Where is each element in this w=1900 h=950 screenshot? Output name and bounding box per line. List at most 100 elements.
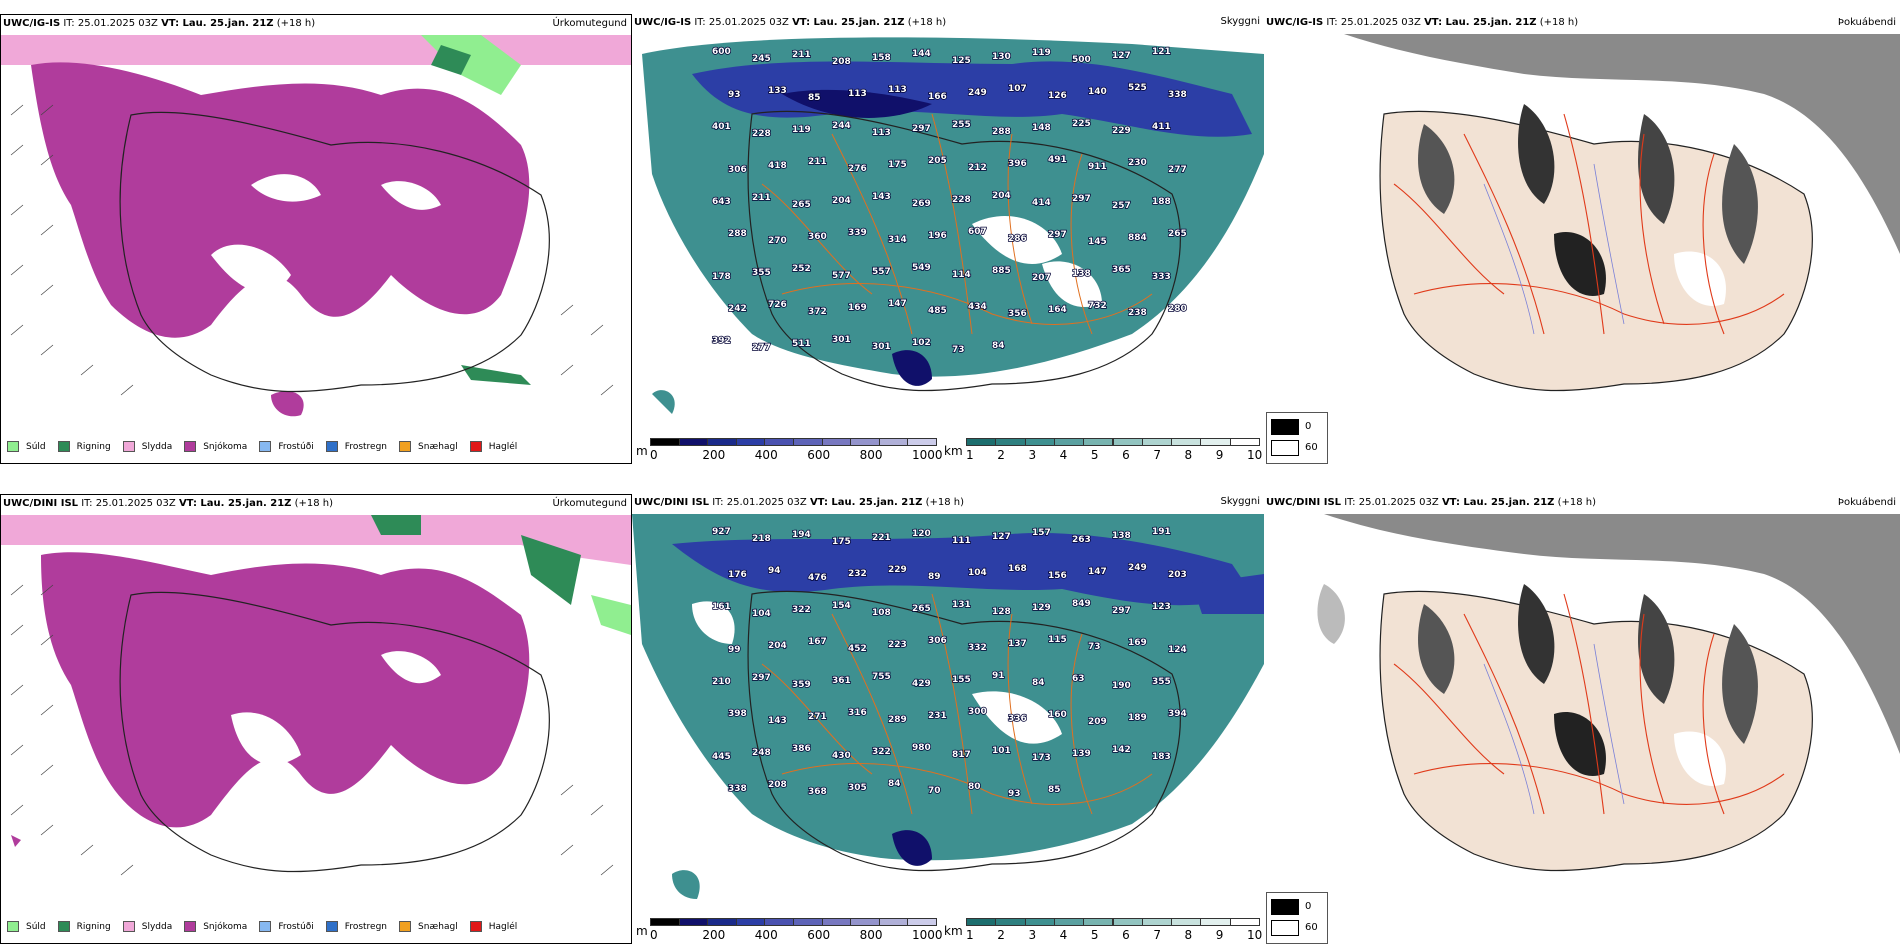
fog-label-60: 60 — [1305, 442, 1318, 453]
cloud-base-value: 113 — [872, 128, 891, 138]
cloud-base-value: 401 — [712, 122, 731, 132]
cloud-base-value: 85 — [1048, 785, 1061, 795]
colorbar-unit: m — [636, 444, 648, 458]
cloud-base-value: 244 — [832, 121, 851, 131]
cloud-base-value: 173 — [1032, 753, 1051, 763]
cloud-base-value: 434 — [968, 302, 987, 312]
colorbar-tick: 4 — [1059, 448, 1068, 462]
panel-title: UWC/IG-IS IT: 25.01.2025 03Z VT: Lau. 25… — [3, 18, 316, 29]
cloud-base-value: 148 — [1032, 123, 1051, 133]
cloud-base-value: 145 — [1088, 237, 1107, 247]
cloud-base-value: 85 — [808, 93, 821, 103]
cloud-base-value: 119 — [1032, 48, 1051, 58]
legend-swatch — [399, 441, 412, 452]
fog-swatch-0 — [1271, 419, 1299, 435]
cloud-base-value: 168 — [1008, 564, 1027, 574]
colorbar-segment — [966, 438, 997, 446]
cloud-base-value: 121 — [1152, 47, 1171, 57]
colorbar-tick: 9 — [1215, 448, 1224, 462]
cloud-base-value: 111 — [952, 536, 971, 546]
cloud-base-value: 280 — [1168, 304, 1187, 314]
cloud-base-value: 396 — [1008, 159, 1027, 169]
colorbar-segment — [793, 918, 823, 926]
cloud-base-value: 139 — [1072, 749, 1091, 759]
legend-item: Haglél — [469, 441, 517, 452]
cloud-base-value: 140 — [1088, 87, 1107, 97]
cloud-base-value: 84 — [992, 341, 1005, 351]
colorbar-segment — [1200, 438, 1231, 446]
cloud-base-value: 980 — [912, 743, 931, 753]
legend-item: Súld — [7, 441, 46, 452]
cloud-base-value: 277 — [1168, 165, 1187, 175]
colorbar-segment — [1112, 438, 1143, 446]
colorbar-segment — [1229, 918, 1260, 926]
cloud-base-value: 143 — [872, 192, 891, 202]
cloud-base-value: 361 — [832, 676, 851, 686]
legend-swatch — [259, 921, 272, 932]
cloud-base-value: 360 — [808, 232, 827, 242]
cloud-base-value: 114 — [952, 270, 971, 280]
cloud-base-value: 884 — [1128, 233, 1147, 243]
cloud-panel-row1: UWC/IG-IS IT: 25.01.2025 03Z VT: Lau. 25… — [632, 14, 1264, 464]
cloud-base-value: 115 — [1048, 635, 1067, 645]
panel-type-label: Þokuábendi — [1837, 17, 1896, 28]
panel-title: UWC/IG-IS IT: 25.01.2025 03Z VT: Lau. 25… — [1266, 17, 1579, 28]
fog-label-60: 60 — [1305, 922, 1318, 933]
colorbar-tick: 7 — [1153, 448, 1161, 462]
cloud-base-value: 147 — [888, 299, 907, 309]
precip-map — [1, 515, 631, 876]
panel-type-label: Skyggni — [1220, 16, 1260, 27]
cloud-base-value: 113 — [848, 89, 867, 99]
cloud-base-value: 549 — [912, 263, 931, 273]
cloud-base-value: 732 — [1088, 301, 1107, 311]
fog-label-0: 0 — [1305, 901, 1312, 912]
cloud-base-value: 169 — [1128, 638, 1147, 648]
colorbar-tick: 800 — [859, 448, 883, 462]
colorbar-segment — [1083, 438, 1114, 446]
cloud-base-value: 169 — [848, 303, 867, 313]
cloud-base-value: 191 — [1152, 527, 1171, 537]
cloud-base-value: 160 — [1048, 710, 1067, 720]
cloud-base-value: 124 — [1168, 645, 1187, 655]
colorbar-unit: km — [944, 444, 963, 458]
cloud-base-value: 164 — [1048, 305, 1067, 315]
legend-item: Snæhagl — [399, 441, 458, 452]
colorbar-segment — [764, 438, 794, 446]
colorbar-segment — [1141, 438, 1173, 446]
cloud-base-value: 525 — [1128, 83, 1147, 93]
cloud-base-value: 289 — [888, 715, 907, 725]
cloud-base-value: 297 — [912, 124, 931, 134]
cloud-base-value: 211 — [808, 157, 827, 167]
cloud-base-value: 398 — [728, 709, 747, 719]
colorbar-segment — [735, 438, 766, 446]
cloud-base-value: 178 — [712, 272, 731, 282]
cloud-base-value: 188 — [1152, 197, 1171, 207]
precip-type-legend: Súld Rigning Slydda Snjókoma Frostúði Fr… — [7, 921, 529, 932]
cloud-base-value: 205 — [928, 156, 947, 166]
cloud-base-value: 231 — [928, 711, 947, 721]
cloud-base-value: 277 — [752, 343, 771, 353]
colorbar-segment — [850, 438, 880, 446]
cloud-base-value: 154 — [832, 601, 851, 611]
legend-item: Slydda — [122, 921, 172, 932]
cloud-base-value: 386 — [792, 744, 811, 754]
colorbar-tick: 10 — [1247, 448, 1263, 462]
legend-item: Frostúði — [259, 921, 314, 932]
cloud-base-value: 166 — [928, 92, 947, 102]
cloud-base-value: 577 — [832, 271, 851, 281]
cloud-base-value: 128 — [992, 607, 1011, 617]
cloud-base-value: 127 — [1112, 51, 1131, 61]
cloud-base-value: 204 — [768, 641, 787, 651]
legend-item: Súld — [7, 921, 46, 932]
fog-legend: 0 60 — [1266, 412, 1328, 464]
cloud-base-value: 332 — [968, 643, 987, 653]
cloud-base-value: 211 — [752, 193, 771, 203]
cloud-base-value: 336 — [1008, 714, 1027, 724]
panel-type-label: Þokuábendi — [1837, 497, 1896, 508]
colorbar-segment — [907, 438, 937, 446]
colorbar-segment — [821, 438, 852, 446]
cloud-base-value: 123 — [1152, 602, 1171, 612]
colorbar-segment — [1171, 918, 1202, 926]
cloud-base-value: 263 — [1072, 535, 1091, 545]
cloud-base-value: 429 — [912, 679, 931, 689]
